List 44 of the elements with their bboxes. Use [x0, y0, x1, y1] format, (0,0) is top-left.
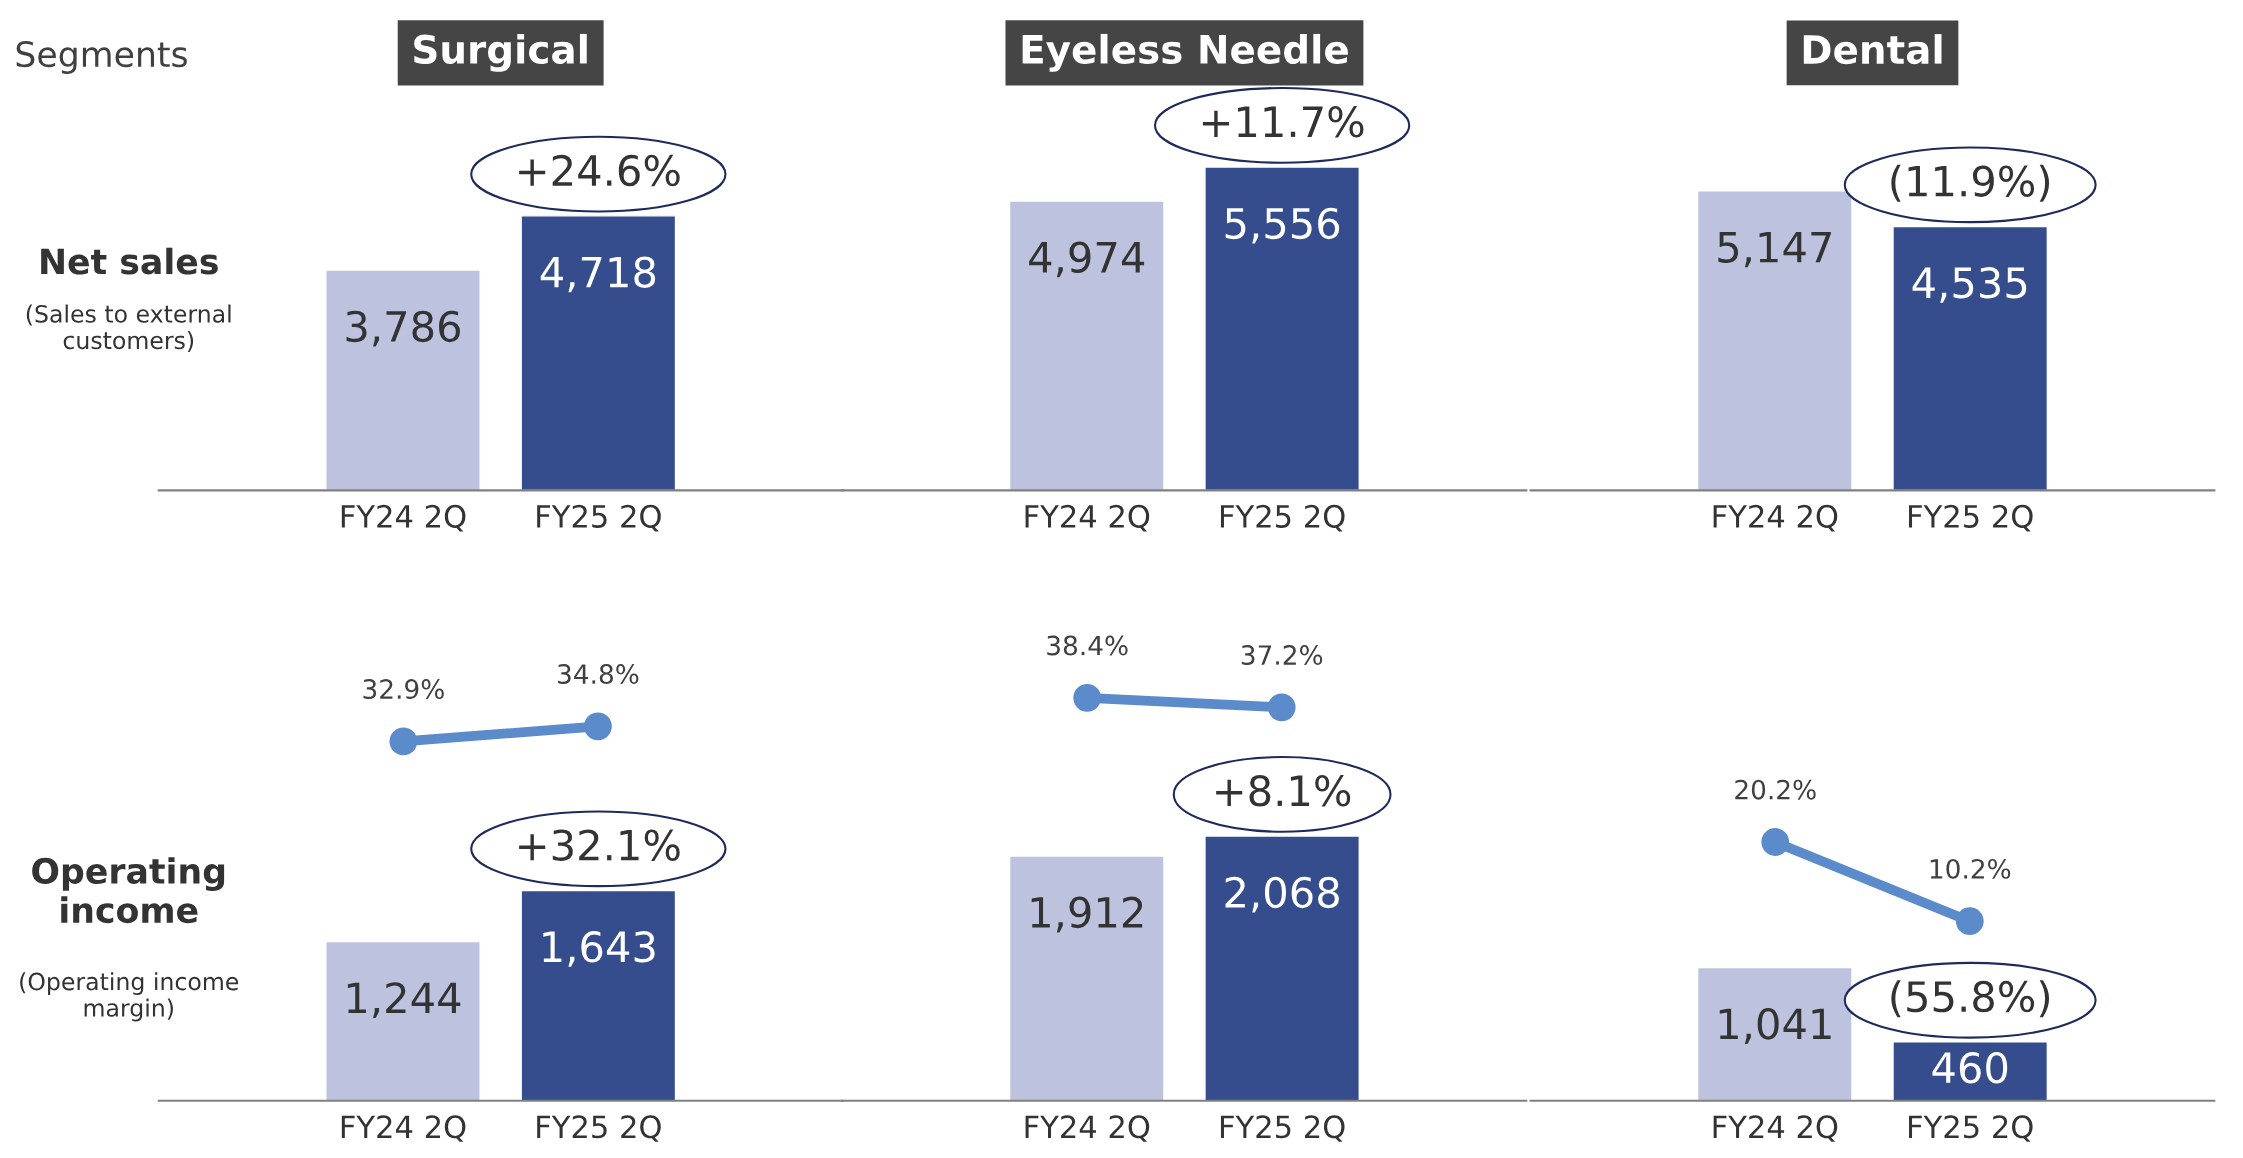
data-label: 2,068	[1225, 876, 1339, 913]
data-label: 4,535	[1912, 267, 2027, 303]
annotation: +24.6%	[519, 154, 680, 187]
data-label: 5,147	[1718, 231, 1831, 268]
data-label: 1,244	[347, 982, 461, 1018]
x-tick-label: FY25 2Q	[537, 1115, 661, 1142]
data-label: 1,643	[543, 931, 655, 967]
chart-title: Surgical	[414, 33, 587, 72]
annotation: Operating income	[32, 857, 225, 924]
text: Segments	[16, 41, 187, 74]
annotation: +8.1%	[1216, 774, 1351, 807]
data-label: 3,786	[346, 310, 461, 347]
data-label: 37.2%	[1241, 645, 1323, 665]
annotation: (Sales to external customers)	[26, 304, 231, 352]
x-tick-label: FY24 2Q	[1025, 504, 1150, 532]
annotation: (Operating income margin)	[20, 972, 239, 1022]
x-tick-label: FY24 2Q	[1713, 504, 1838, 532]
chart-title: Dental	[1803, 34, 1942, 65]
x-tick-label: FY25 2Q	[537, 504, 661, 532]
x-tick-label: FY25 2Q	[1220, 504, 1345, 532]
data-label: 460	[1932, 1051, 2008, 1084]
data-label: 4,718	[540, 256, 656, 293]
data-label: 32.9%	[363, 679, 444, 700]
annotation: Net sales	[41, 247, 218, 275]
x-tick-label: FY25 2Q	[1909, 1115, 2033, 1142]
annotation: (55.8%)	[1891, 980, 2050, 1018]
x-tick-label: FY24 2Q	[1025, 1115, 1150, 1142]
data-label: 1,912	[1031, 896, 1143, 933]
x-tick-label: FY24 2Q	[341, 1115, 466, 1142]
chart-title: Eyeless Needle	[1022, 33, 1348, 72]
data-label: 1,041	[1719, 1008, 1831, 1044]
data-label: 34.8%	[558, 664, 639, 685]
data-label: 4,974	[1029, 241, 1145, 278]
data-label: 10.2%	[1930, 858, 2011, 879]
annotation: +32.1%	[519, 829, 680, 861]
data-label: 5,556	[1225, 207, 1340, 244]
annotation: +11.7%	[1202, 105, 1364, 138]
x-tick-label: FY25 2Q	[1220, 1115, 1345, 1142]
x-tick-label: FY24 2Q	[341, 504, 466, 532]
x-tick-label: FY25 2Q	[1909, 504, 2033, 532]
data-label: 38.4%	[1047, 635, 1128, 656]
annotation: (11.9%)	[1891, 164, 2050, 202]
data-label: 20.2%	[1735, 779, 1816, 800]
x-tick-label: FY24 2Q	[1713, 1115, 1838, 1142]
